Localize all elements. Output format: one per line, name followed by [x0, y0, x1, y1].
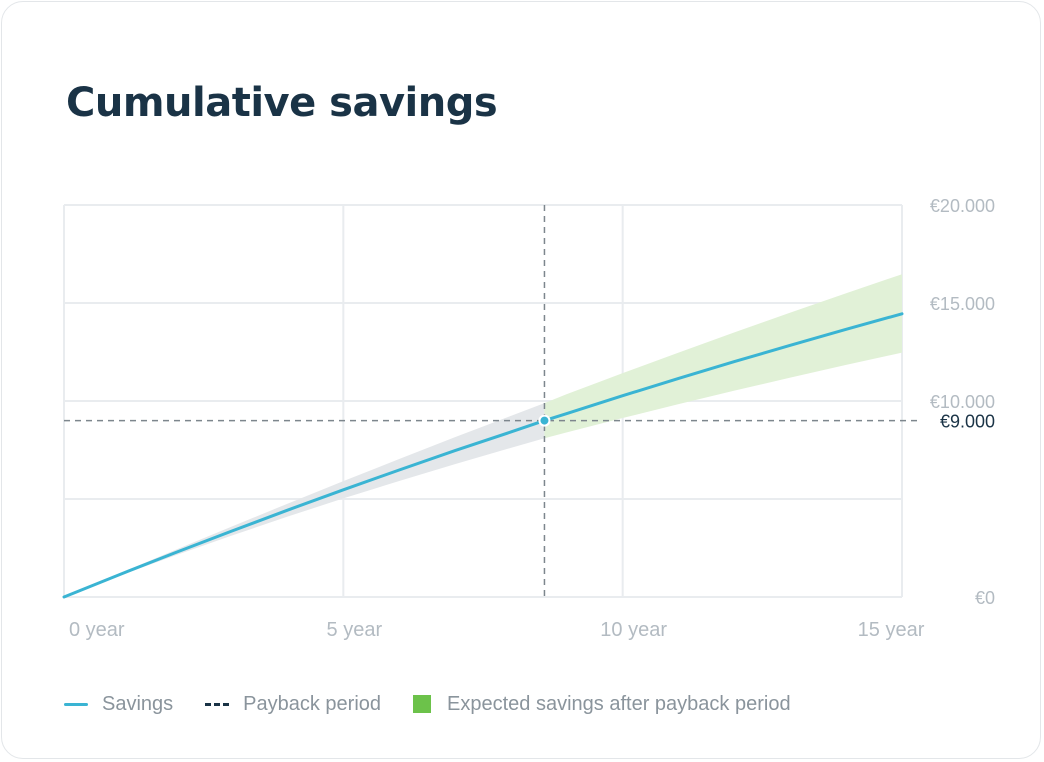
x-tick-label: 10 year: [600, 619, 667, 641]
payback-point: [538, 414, 551, 427]
y-tick-label: €15.000: [930, 294, 995, 314]
x-tick-label: 0 year: [69, 619, 125, 641]
expected-savings-swatch: [413, 695, 432, 713]
y-tick-label: €20.000: [930, 196, 995, 216]
grid: [63, 204, 903, 598]
legend-label-expected: Expected savings after payback period: [447, 692, 791, 715]
band-after-payback: [544, 274, 902, 439]
legend-item-savings[interactable]: Savings: [64, 693, 173, 716]
payback-dash-swatch: [205, 702, 230, 706]
x-tick-label: 5 year: [327, 619, 383, 641]
legend: Savings Payback period Expected savings …: [64, 690, 823, 718]
y-tick-label: €10.000: [930, 392, 995, 412]
legend-item-expected[interactable]: Expected savings after payback period: [413, 693, 791, 716]
legend-label-payback: Payback period: [243, 692, 382, 715]
y-tick-label: €0: [975, 588, 995, 608]
axis-labels: €0 €10.000 €15.000 €20.000 0 year 5 year 10 ye…: [69, 196, 995, 641]
savings-line: [62, 312, 904, 599]
payback-value-label: €9.000: [940, 412, 995, 432]
x-tick-label: 15 year: [858, 619, 925, 641]
chart-title: Cumulative savings: [66, 80, 498, 126]
savings-line-swatch: [64, 702, 88, 706]
legend-item-payback[interactable]: Payback period: [205, 693, 381, 716]
savings-series: [62, 312, 904, 599]
legend-label-savings: Savings: [102, 692, 174, 715]
